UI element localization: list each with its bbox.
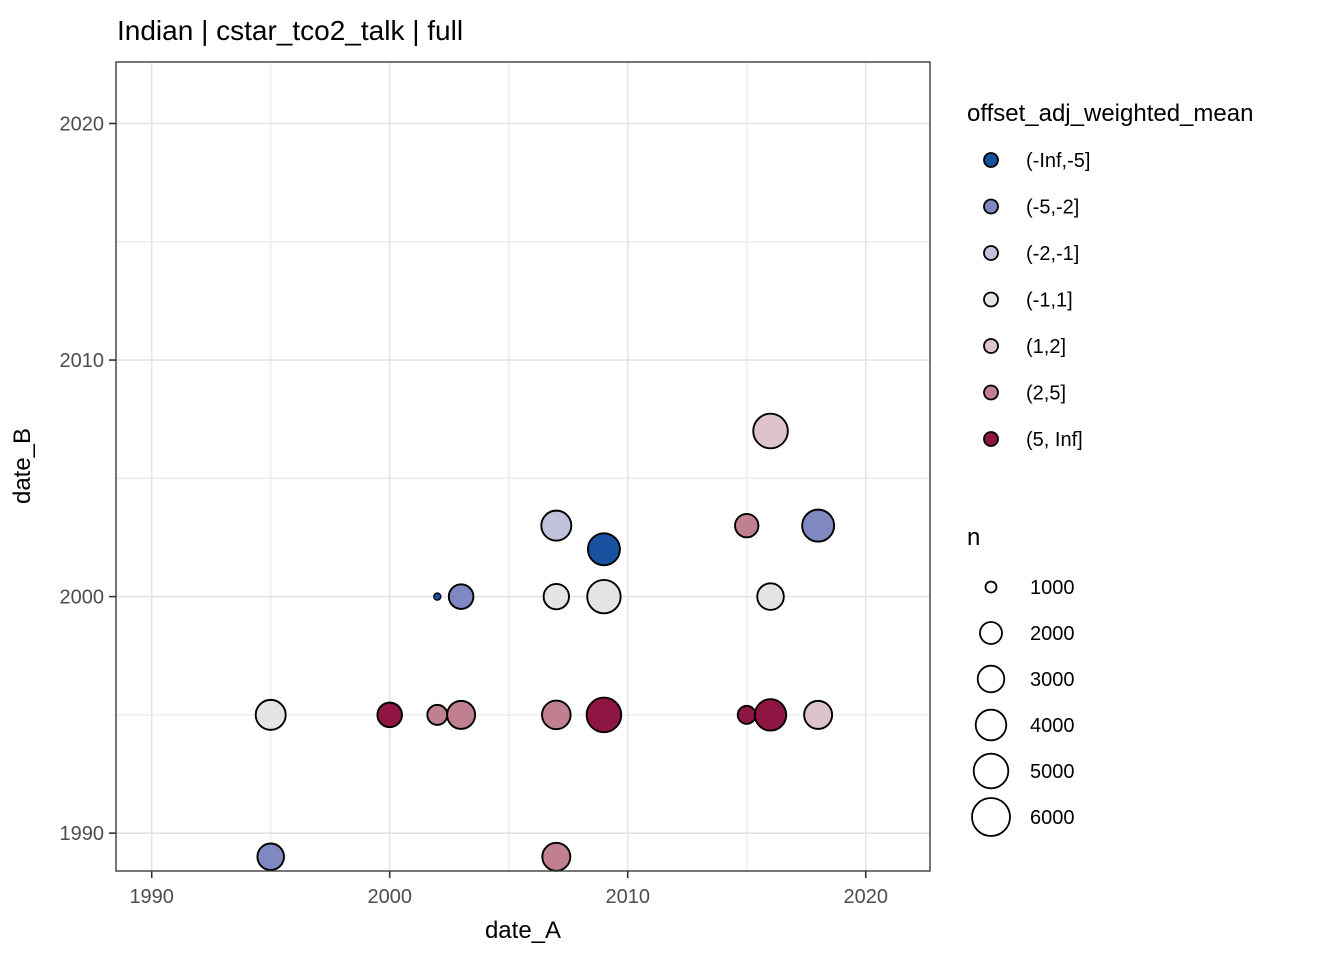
color-legend: (-Inf,-5] (-5,-2] (-2,-1] (-1,1] (1,2] (2,5] (… xyxy=(983,150,1090,451)
size-legend-item: 5000 xyxy=(972,752,1075,790)
data-point xyxy=(541,699,572,731)
color-legend-key xyxy=(983,152,999,168)
data-point xyxy=(446,699,477,730)
data-point xyxy=(801,508,836,543)
color-legend-key xyxy=(983,291,999,308)
size-legend-key xyxy=(974,708,1008,742)
x-tick-label: 2010 xyxy=(605,886,650,908)
data-point xyxy=(376,701,403,729)
color-legend-item: (-Inf,-5] xyxy=(983,150,1090,172)
plot-panel xyxy=(115,61,931,872)
data-point xyxy=(803,699,834,730)
x-tick-label: 1990 xyxy=(129,886,174,908)
data-point xyxy=(433,592,442,601)
gridlines xyxy=(116,62,930,871)
y-axis: 1990 2000 2010 2020 xyxy=(60,114,116,845)
data-point xyxy=(734,512,760,539)
data-points xyxy=(254,412,836,872)
color-legend-label: (-Inf,-5] xyxy=(1026,150,1090,172)
data-point xyxy=(256,842,285,872)
size-legend-key xyxy=(979,621,1003,645)
data-point xyxy=(254,698,287,731)
y-tick-label: 2010 xyxy=(60,350,105,372)
size-legend-key xyxy=(984,580,998,594)
data-point xyxy=(586,532,621,567)
y-tick-label: 2020 xyxy=(60,114,105,136)
color-legend-item: (-2,-1] xyxy=(983,243,1079,265)
data-point xyxy=(753,698,788,732)
color-legend-label: (5, Inf] xyxy=(1026,429,1083,451)
color-legend-item: (-1,1] xyxy=(983,290,1073,312)
color-legend-title: offset_adj_weighted_mean xyxy=(967,100,1253,127)
size-legend: 1000 2000 3000 4000 5000 6000 xyxy=(971,577,1075,837)
color-legend-label: (2,5] xyxy=(1026,383,1066,405)
x-tick-label: 2020 xyxy=(843,886,888,908)
panel-border xyxy=(115,61,931,872)
size-legend-key xyxy=(972,752,1010,790)
size-legend-item: 1000 xyxy=(984,577,1075,599)
color-legend-item: (5, Inf] xyxy=(983,429,1083,451)
size-legend-key xyxy=(971,797,1011,837)
data-point xyxy=(447,583,475,610)
color-legend-item: (2,5] xyxy=(983,383,1066,405)
size-legend-item: 2000 xyxy=(979,621,1075,645)
size-legend-label: 4000 xyxy=(1030,715,1075,737)
data-point xyxy=(756,582,785,611)
data-point xyxy=(752,412,789,450)
size-legend-label: 1000 xyxy=(1030,577,1075,599)
color-legend-key xyxy=(983,338,999,354)
data-point xyxy=(542,582,570,611)
size-legend-key xyxy=(976,664,1006,694)
color-legend-key xyxy=(983,431,999,447)
x-axis: 1990 2000 2010 2020 xyxy=(129,871,888,908)
color-legend-label: (-5,-2] xyxy=(1026,197,1079,219)
size-legend-label: 2000 xyxy=(1030,623,1075,645)
color-legend-label: (-1,1] xyxy=(1026,290,1073,312)
data-point xyxy=(541,841,572,872)
color-legend-key xyxy=(983,198,999,215)
color-legend-item: (-5,-2] xyxy=(983,197,1079,219)
size-legend-item: 6000 xyxy=(971,797,1075,837)
size-legend-label: 5000 xyxy=(1030,761,1075,783)
y-axis-title: date_B xyxy=(9,428,36,504)
size-legend-item: 4000 xyxy=(974,708,1075,742)
data-point xyxy=(426,703,449,726)
data-point xyxy=(736,704,757,725)
y-tick-label: 1990 xyxy=(60,823,105,845)
color-legend-label: (1,2] xyxy=(1026,336,1066,358)
size-legend-item: 3000 xyxy=(976,664,1075,694)
data-point xyxy=(540,509,573,542)
plot-title: Indian | cstar_tco2_talk | full xyxy=(117,15,463,46)
size-legend-label: 6000 xyxy=(1030,807,1075,829)
color-legend-label: (-2,-1] xyxy=(1026,243,1079,265)
color-legend-key xyxy=(983,245,999,261)
size-legend-label: 3000 xyxy=(1030,669,1075,691)
data-point xyxy=(585,696,623,734)
x-tick-label: 2000 xyxy=(367,886,412,908)
panel-background xyxy=(116,62,930,871)
color-legend-item: (1,2] xyxy=(983,336,1066,358)
color-legend-key xyxy=(983,384,999,401)
y-tick-label: 2000 xyxy=(60,587,105,609)
size-legend-title: n xyxy=(967,524,980,551)
data-point xyxy=(586,578,622,615)
x-axis-title: date_A xyxy=(485,917,561,944)
